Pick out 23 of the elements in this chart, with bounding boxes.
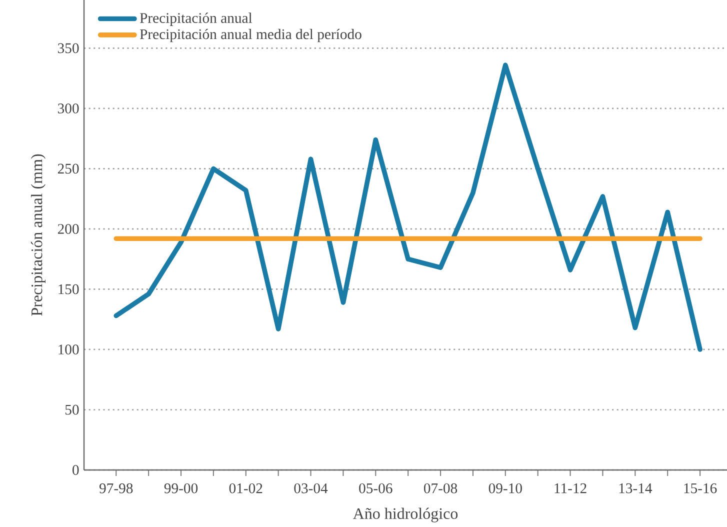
line-series xyxy=(114,62,702,352)
x-axis-title: Año hidrológico xyxy=(352,508,458,522)
x-tick-label: 11-12 xyxy=(554,483,586,494)
x-tick-label: 99-00 xyxy=(164,483,198,494)
y-tick-label: 50 xyxy=(65,404,79,415)
y-tick-label: 100 xyxy=(58,344,79,354)
legend-label: Precipitación anual media del período xyxy=(140,28,362,42)
x-tick-label: 01-02 xyxy=(229,483,262,494)
x-tick-label: 97-98 xyxy=(99,483,133,494)
y-tick-label: 150 xyxy=(58,284,79,294)
y-tick-label: 250 xyxy=(58,164,79,174)
y-axis-title: Precipitación anual (mm) xyxy=(30,154,46,316)
x-tick-label: 13-14 xyxy=(619,483,652,494)
x-tick-label: 03-04 xyxy=(294,483,328,494)
y-tick-label: 200 xyxy=(58,224,79,234)
x-tick-label: 09-10 xyxy=(488,483,522,494)
y-tick-label: 0 xyxy=(72,465,79,475)
y-tick-label: 300 xyxy=(58,104,79,114)
x-tick-label: 15-16 xyxy=(684,483,717,494)
y-tick-label: 350 xyxy=(58,43,79,54)
x-tick-label: 05-06 xyxy=(359,483,392,494)
x-tick-label: 07-08 xyxy=(424,483,458,494)
legend-label: Precipitación anual xyxy=(140,12,252,26)
